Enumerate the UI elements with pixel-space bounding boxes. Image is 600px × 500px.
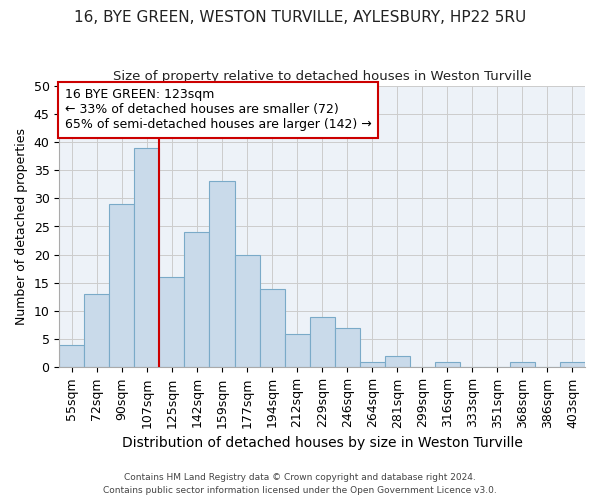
X-axis label: Distribution of detached houses by size in Weston Turville: Distribution of detached houses by size … bbox=[122, 436, 523, 450]
Bar bbox=[85, 294, 109, 368]
Bar bbox=[59, 345, 85, 368]
Bar bbox=[184, 232, 209, 368]
Title: Size of property relative to detached houses in Weston Turville: Size of property relative to detached ho… bbox=[113, 70, 532, 83]
Bar bbox=[260, 288, 284, 368]
Bar bbox=[310, 316, 335, 368]
Bar bbox=[359, 362, 385, 368]
Y-axis label: Number of detached properties: Number of detached properties bbox=[15, 128, 28, 325]
Text: 16, BYE GREEN, WESTON TURVILLE, AYLESBURY, HP22 5RU: 16, BYE GREEN, WESTON TURVILLE, AYLESBUR… bbox=[74, 10, 526, 25]
Bar bbox=[335, 328, 359, 368]
Bar bbox=[134, 148, 160, 368]
Bar bbox=[560, 362, 585, 368]
Bar bbox=[284, 334, 310, 368]
Bar bbox=[435, 362, 460, 368]
Text: 16 BYE GREEN: 123sqm
← 33% of detached houses are smaller (72)
65% of semi-detac: 16 BYE GREEN: 123sqm ← 33% of detached h… bbox=[65, 88, 371, 132]
Bar bbox=[235, 254, 260, 368]
Bar bbox=[209, 182, 235, 368]
Bar bbox=[510, 362, 535, 368]
Text: Contains HM Land Registry data © Crown copyright and database right 2024.
Contai: Contains HM Land Registry data © Crown c… bbox=[103, 474, 497, 495]
Bar bbox=[160, 277, 184, 368]
Bar bbox=[109, 204, 134, 368]
Bar bbox=[385, 356, 410, 368]
